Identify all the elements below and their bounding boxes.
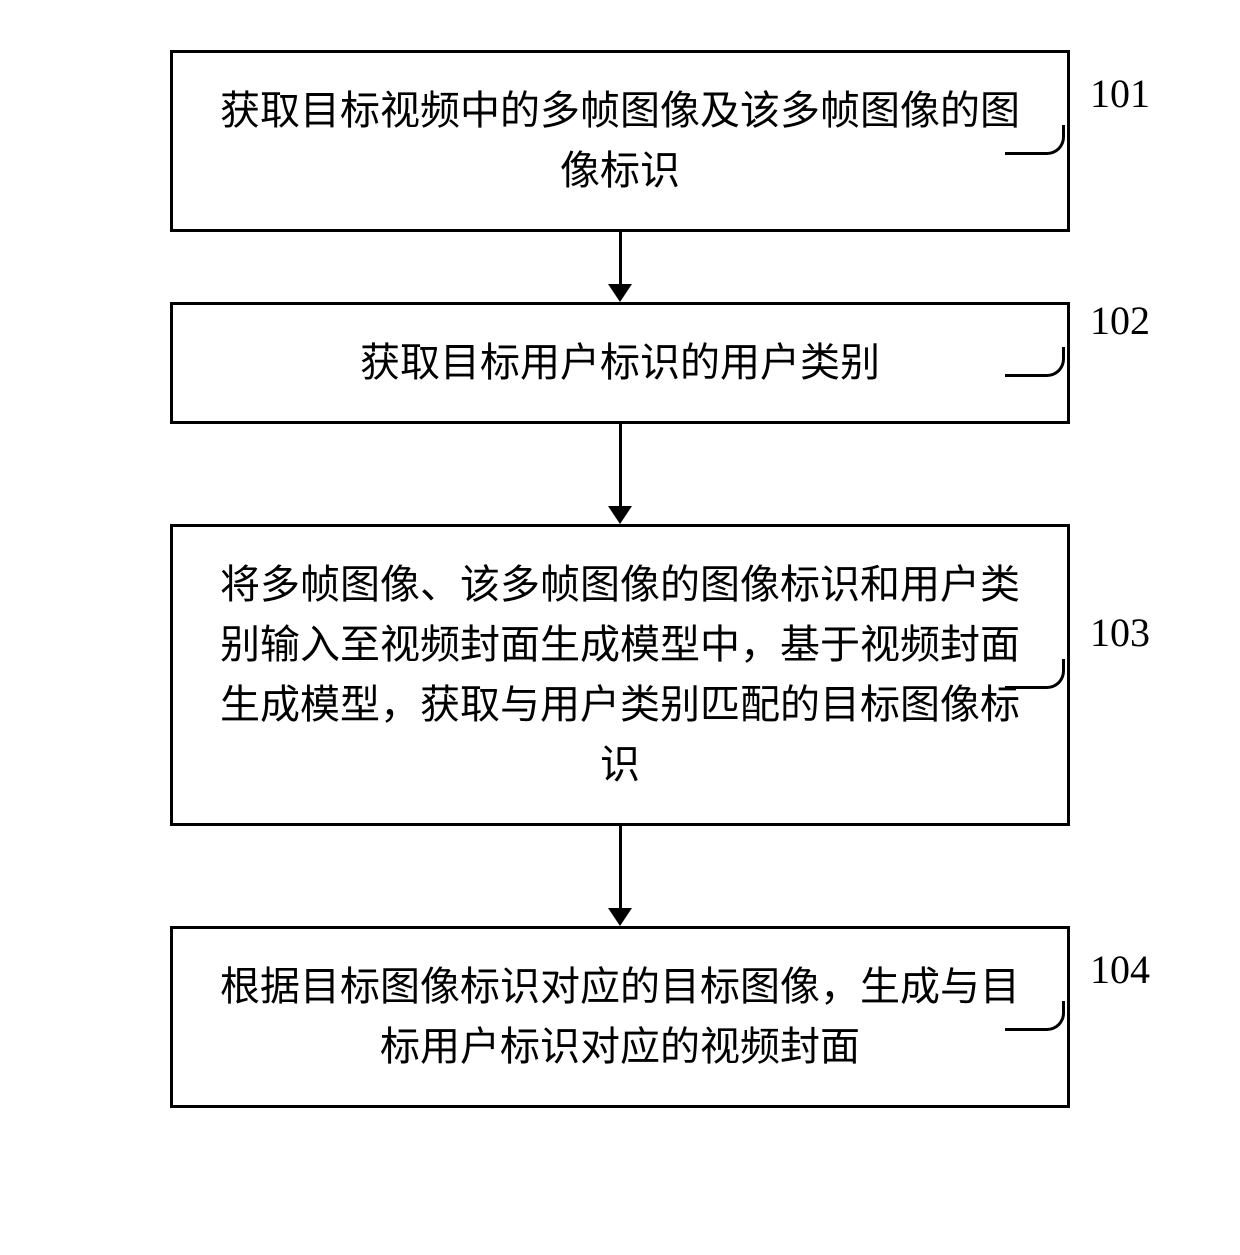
arrow-103-104	[608, 826, 632, 926]
arrow-head	[608, 908, 632, 926]
flow-box-104: 根据目标图像标识对应的目标图像，生成与目标用户标识对应的视频封面	[170, 926, 1070, 1108]
flow-node-101: 获取目标视频中的多帧图像及该多帧图像的图像标识 101	[80, 50, 1160, 232]
arrow-102-103	[608, 424, 632, 524]
flow-node-102: 获取目标用户标识的用户类别 102	[80, 302, 1160, 424]
flowchart-container: 获取目标视频中的多帧图像及该多帧图像的图像标识 101 获取目标用户标识的用户类…	[80, 50, 1160, 1108]
arrow-line	[619, 826, 622, 908]
arrow-head	[608, 506, 632, 524]
flow-node-104: 根据目标图像标识对应的目标图像，生成与目标用户标识对应的视频封面 104	[80, 926, 1160, 1108]
label-connector-103	[1005, 659, 1065, 689]
flow-box-102: 获取目标用户标识的用户类别	[170, 302, 1070, 424]
flow-text-101: 获取目标视频中的多帧图像及该多帧图像的图像标识	[213, 81, 1027, 201]
step-label-101: 101	[1090, 70, 1150, 117]
label-connector-101	[1005, 125, 1065, 155]
flow-text-102: 获取目标用户标识的用户类别	[360, 333, 880, 393]
arrow-line	[619, 232, 622, 284]
step-label-103: 103	[1090, 609, 1150, 656]
flow-text-104: 根据目标图像标识对应的目标图像，生成与目标用户标识对应的视频封面	[213, 957, 1027, 1077]
flow-box-101: 获取目标视频中的多帧图像及该多帧图像的图像标识	[170, 50, 1070, 232]
label-connector-104	[1005, 1001, 1065, 1031]
flow-node-103: 将多帧图像、该多帧图像的图像标识和用户类别输入至视频封面生成模型中，基于视频封面…	[80, 524, 1160, 826]
step-label-104: 104	[1090, 946, 1150, 993]
step-label-102: 102	[1090, 297, 1150, 344]
arrow-101-102	[608, 232, 632, 302]
flow-box-103: 将多帧图像、该多帧图像的图像标识和用户类别输入至视频封面生成模型中，基于视频封面…	[170, 524, 1070, 826]
label-connector-102	[1005, 347, 1065, 377]
arrow-line	[619, 424, 622, 506]
flow-text-103: 将多帧图像、该多帧图像的图像标识和用户类别输入至视频封面生成模型中，基于视频封面…	[213, 555, 1027, 795]
arrow-head	[608, 284, 632, 302]
